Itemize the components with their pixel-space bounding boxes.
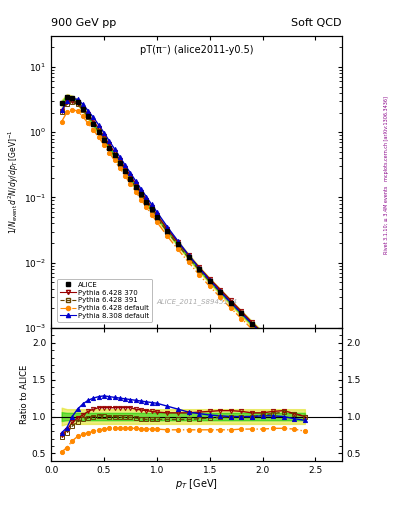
Y-axis label: Ratio to ALICE: Ratio to ALICE: [20, 365, 29, 424]
Text: mcplots.cern.ch [arXiv:1306.3436]: mcplots.cern.ch [arXiv:1306.3436]: [384, 96, 389, 181]
Legend: ALICE, Pythia 6.428 370, Pythia 6.428 391, Pythia 6.428 default, Pythia 8.308 de: ALICE, Pythia 6.428 370, Pythia 6.428 39…: [57, 279, 152, 322]
Text: Soft QCD: Soft QCD: [292, 18, 342, 28]
Text: ALICE_2011_S8945144: ALICE_2011_S8945144: [156, 298, 237, 305]
Text: 900 GeV pp: 900 GeV pp: [51, 18, 116, 28]
X-axis label: $p_T$ [GeV]: $p_T$ [GeV]: [175, 477, 218, 492]
Text: Rivet 3.1.10; ≥ 3.4M events: Rivet 3.1.10; ≥ 3.4M events: [384, 186, 389, 254]
Y-axis label: $1/N_{\rm event}\,d^2N/dy/dp_T\,[{\rm GeV}]^{-1}$: $1/N_{\rm event}\,d^2N/dy/dp_T\,[{\rm Ge…: [7, 130, 21, 234]
Text: pT(π⁻) (alice2011-y0.5): pT(π⁻) (alice2011-y0.5): [140, 45, 253, 55]
